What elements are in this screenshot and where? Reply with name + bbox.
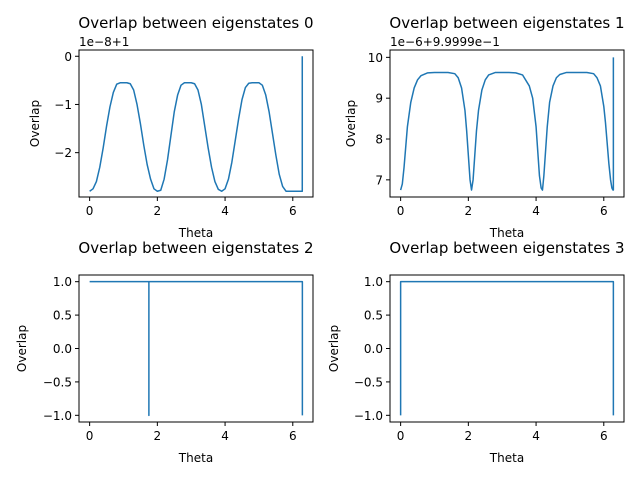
axis-offset-text: 1e−8+1 — [79, 35, 129, 49]
x-tick-label: 0 — [397, 204, 405, 218]
series-line-0 — [89, 280, 304, 417]
x-tick-label: 0 — [86, 429, 94, 443]
x-tick-label: 4 — [532, 204, 540, 218]
x-tick-label: 6 — [600, 204, 608, 218]
y-axis-label: Overlap — [28, 100, 42, 147]
x-tick-label: 4 — [532, 429, 540, 443]
x-tick-label: 6 — [289, 429, 297, 443]
x-tick-label: 2 — [154, 429, 162, 443]
y-tick-label: 0.5 — [364, 309, 383, 323]
series-line-0 — [399, 280, 615, 416]
y-axis-label: Overlap — [15, 325, 29, 372]
subplot-title: Overlap between eigenstates 1 — [389, 14, 624, 32]
x-axis-label: Theta — [178, 451, 213, 465]
y-tick-label: −0.5 — [43, 375, 72, 389]
y-tick-label: −0.5 — [354, 375, 383, 389]
y-tick-label: −1.0 — [43, 409, 72, 423]
subplot-2: 0 2 4 6 −1.0 −0.5 0.0 0.5 1.0 Overlap between eig… — [15, 239, 314, 465]
x-tick-label: 4 — [221, 204, 229, 218]
y-tick-label: 1.0 — [364, 275, 383, 289]
y-tick-label: −1 — [54, 98, 72, 112]
x-tick-label: 0 — [397, 429, 405, 443]
y-tick-label: 0 — [64, 50, 72, 64]
y-tick-label: 0.0 — [53, 342, 72, 356]
y-tick-label: −1.0 — [354, 409, 383, 423]
y-tick-label: −2 — [54, 146, 72, 160]
subplot-0: 0 2 4 6 −2 −1 0 Overlap between eigenstates 0 Th… — [28, 14, 314, 240]
y-axis-label: Overlap — [344, 100, 358, 147]
series-line-0 — [399, 57, 615, 191]
subplot-title: Overlap between eigenstates 0 — [78, 14, 313, 32]
subplot-title: Overlap between eigenstates 3 — [389, 239, 624, 257]
x-tick-label: 2 — [465, 429, 473, 443]
y-tick-label: 0.0 — [364, 342, 383, 356]
y-tick-label: 9 — [375, 92, 383, 106]
y-tick-label: 0.5 — [53, 309, 72, 323]
axis-offset-text: 1e−6+9.9999e−1 — [390, 35, 500, 49]
y-tick-label: 8 — [375, 133, 383, 147]
axes-frame — [78, 49, 314, 198]
x-tick-label: 0 — [86, 204, 94, 218]
subplot-3: 0 2 4 6 −1.0 −0.5 0.0 0.5 1.0 Overlap between eig… — [327, 239, 625, 465]
x-axis-label: Theta — [489, 451, 524, 465]
x-tick-label: 4 — [221, 429, 229, 443]
y-axis-label: Overlap — [327, 325, 341, 372]
y-tick-label: 7 — [375, 173, 383, 187]
y-tick-label: 1.0 — [53, 275, 72, 289]
x-tick-label: 2 — [465, 204, 473, 218]
series-line-0 — [89, 56, 304, 192]
subplot-title: Overlap between eigenstates 2 — [78, 239, 313, 257]
y-tick-label: 10 — [368, 51, 383, 65]
x-axis-label: Theta — [489, 226, 524, 240]
x-axis-label: Theta — [178, 226, 213, 240]
x-tick-label: 6 — [289, 204, 297, 218]
subplot-1: 0 2 4 6 7 8 9 10 Overlap between eigenstates 1 Th… — [344, 14, 625, 240]
axes-frame — [389, 49, 625, 198]
x-tick-label: 6 — [600, 429, 608, 443]
x-tick-label: 2 — [154, 204, 162, 218]
